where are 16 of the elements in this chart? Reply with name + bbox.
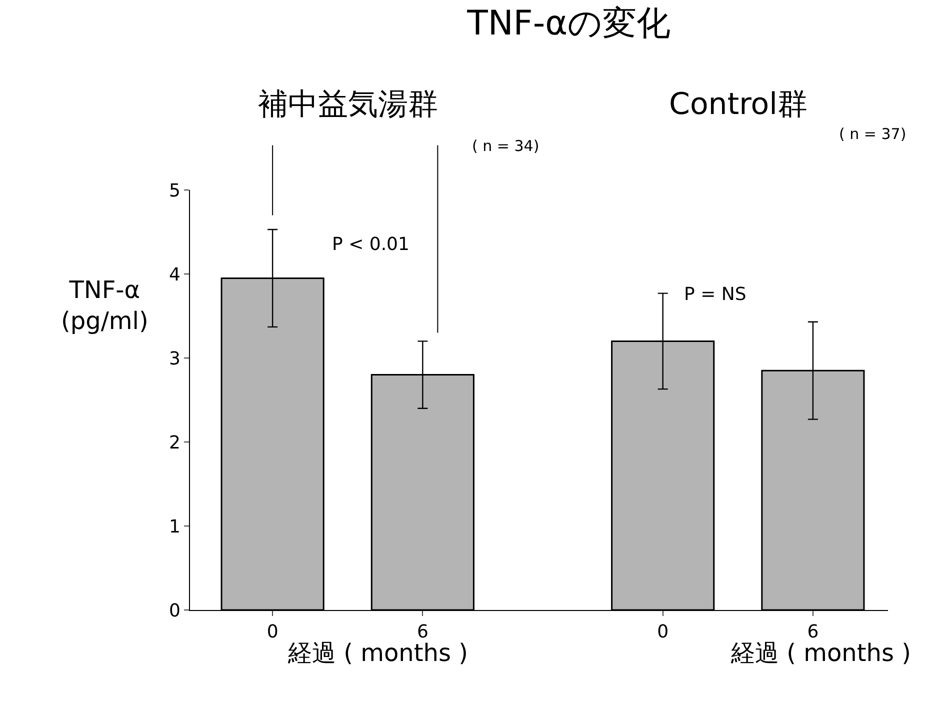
y-tick-label: 4 — [168, 264, 180, 286]
text: ( n = 37) — [839, 125, 906, 143]
annotation: P = NS — [684, 284, 746, 305]
text: Control群 — [669, 87, 808, 122]
y-axis-title: TNF-α (pg/ml) — [61, 276, 148, 336]
annotation: P < 0.01 — [332, 234, 410, 255]
text: 補中益気湯群 — [258, 87, 438, 122]
chart-title: TNF-αの変化 — [466, 3, 671, 44]
y-tick-label: 2 — [168, 432, 180, 454]
x-tick-label: 0 — [266, 622, 278, 643]
y-tick-label: 1 — [168, 516, 180, 538]
x-tick-label: 0 — [657, 622, 669, 643]
text: ( n = 34) — [472, 137, 540, 155]
y-tick-label: 5 — [168, 180, 180, 202]
y-tick-label: 0 — [168, 600, 180, 622]
y-tick-label: 3 — [168, 348, 180, 370]
